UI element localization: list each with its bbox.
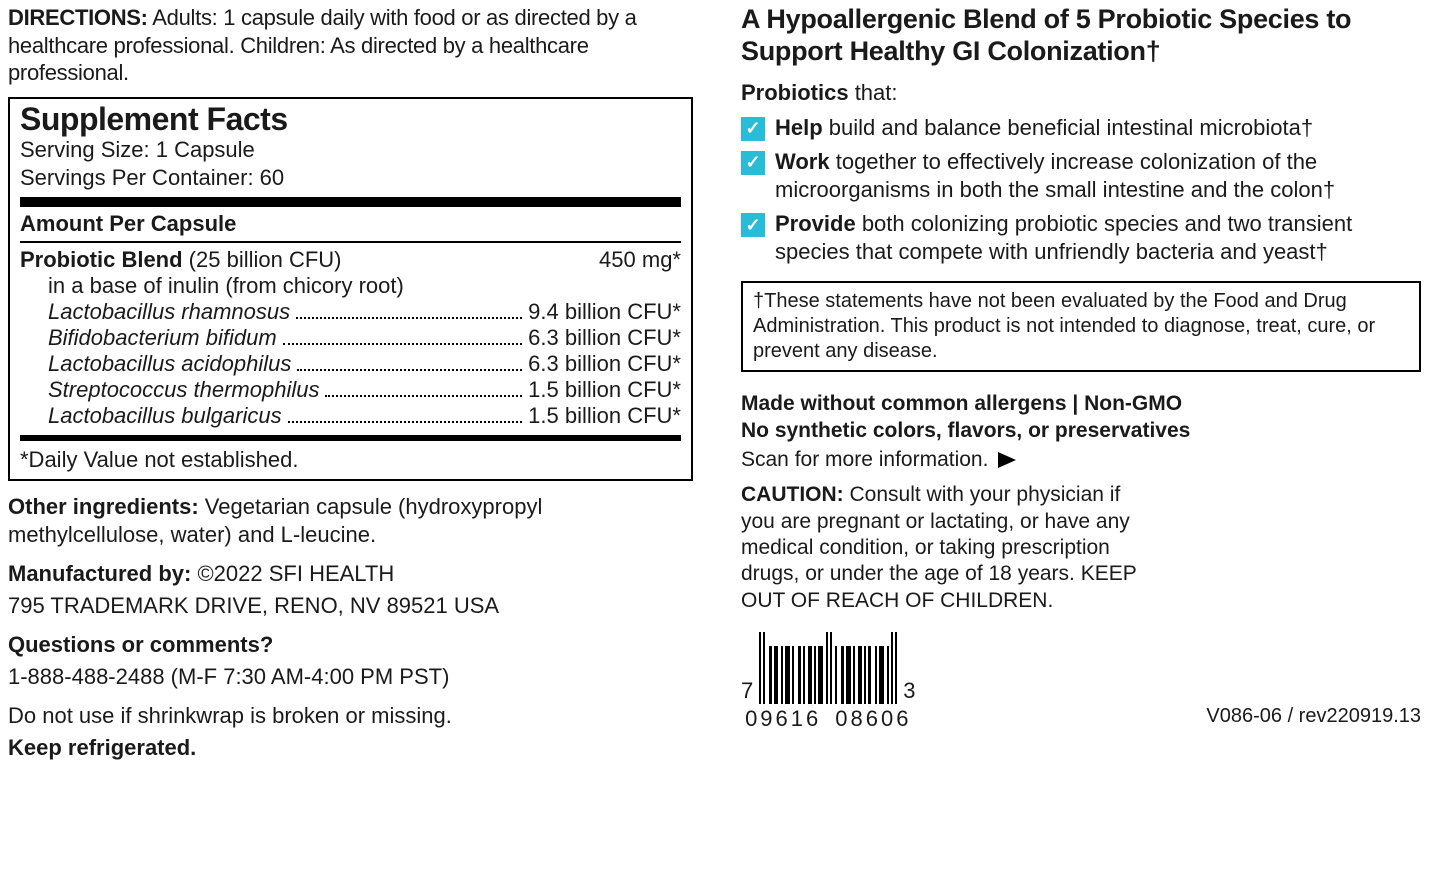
bullet-item: ✓ Provide both colonizing probiotic spec…	[741, 210, 1421, 266]
ingredient-value: 1.5 billion CFU*	[528, 403, 681, 429]
bullet-text: Work together to effectively increase co…	[775, 148, 1421, 204]
headline: A Hypoallergenic Blend of 5 Probiotic Sp…	[741, 4, 1421, 68]
ingredient-row: Streptococcus thermophilus 1.5 billion C…	[20, 377, 681, 403]
scan-row: Scan for more information.	[741, 448, 1421, 472]
checkmark-icon: ✓	[741, 151, 765, 175]
fda-disclaimer: †These statements have not been evaluate…	[741, 281, 1421, 372]
ingredient-row: Lactobacillus rhamnosus 9.4 billion CFU*	[20, 299, 681, 325]
ingredient-name: Lactobacillus bulgaricus	[48, 403, 282, 429]
ingredient-name: Lactobacillus rhamnosus	[48, 299, 290, 325]
barcode-digit-left: 7	[741, 678, 753, 704]
other-ingredients: Other ingredients: Vegetarian capsule (h…	[8, 493, 693, 548]
caution: CAUTION: Consult with your physician if …	[741, 482, 1141, 614]
blend-base: in a base of inulin (from chicory root)	[20, 273, 681, 299]
leader-dots	[325, 395, 522, 397]
leader-dots	[296, 317, 522, 319]
left-column: DIRECTIONS: Adults: 1 capsule daily with…	[8, 4, 693, 883]
manufactured-by: Manufactured by: ©2022 SFI HEALTH	[8, 560, 693, 588]
checkmark-icon: ✓	[741, 117, 765, 141]
bullet-text: Provide both colonizing probiotic specie…	[775, 210, 1421, 266]
triangle-right-icon	[998, 452, 1016, 468]
rule	[20, 241, 681, 243]
benefit-bullets: ✓ Help build and balance beneficial inte…	[741, 114, 1421, 267]
barcode-digit-right: 3	[903, 678, 915, 704]
ingredient-value: 9.4 billion CFU*	[528, 299, 681, 325]
mfg-body: ©2022 SFI HEALTH	[191, 561, 394, 586]
claim-line: Made without common allergens | Non-GMO	[741, 390, 1421, 417]
keep-refrigerated: Keep refrigerated.	[8, 734, 693, 762]
probiotic-blend-row: Probiotic Blend (25 billion CFU) 450 mg*	[20, 247, 681, 273]
barcode-bars	[759, 632, 897, 704]
blend-name: Probiotic Blend (25 billion CFU)	[20, 247, 342, 273]
ingredient-name: Bifidobacterium bifidum	[48, 325, 277, 351]
ingredient-row: Bifidobacterium bifidum 6.3 billion CFU*	[20, 325, 681, 351]
bullet-item: ✓ Help build and balance beneficial inte…	[741, 114, 1421, 142]
mfg-address: 795 TRADEMARK DRIVE, RENO, NV 89521 USA	[8, 592, 693, 620]
revision-code: V086-06 / rev220919.13	[1206, 705, 1421, 728]
checkmark-icon: ✓	[741, 213, 765, 237]
barcode: 7 3 0961608606	[741, 632, 916, 732]
servings-per-container: Servings Per Container: 60	[20, 164, 681, 192]
facts-title: Supplement Facts	[20, 103, 681, 137]
bullet-item: ✓ Work together to effectively increase …	[741, 148, 1421, 204]
rule	[20, 197, 681, 207]
ingredient-row: Lactobacillus acidophilus 6.3 billion CF…	[20, 351, 681, 377]
caution-label: CAUTION:	[741, 483, 844, 506]
probiotics-that: Probiotics that:	[741, 80, 1421, 106]
right-column: A Hypoallergenic Blend of 5 Probiotic Sp…	[741, 4, 1421, 883]
barcode-digits: 0961608606	[745, 706, 911, 732]
bottom-row: 7 3 0961608606 V086-06 / rev220919.13	[741, 632, 1421, 732]
bullet-text: Help build and balance beneficial intest…	[775, 114, 1313, 142]
scan-text: Scan for more information.	[741, 448, 988, 472]
shrinkwrap-warning: Do not use if shrinkwrap is broken or mi…	[8, 702, 693, 730]
ingredient-name: Streptococcus thermophilus	[48, 377, 319, 403]
allergen-claims: Made without common allergens | Non-GMO …	[741, 390, 1421, 445]
ingredient-value: 6.3 billion CFU*	[528, 325, 681, 351]
leader-dots	[297, 369, 522, 371]
blend-amount: 450 mg*	[599, 247, 681, 273]
leader-dots	[288, 421, 523, 423]
claim-line: No synthetic colors, flavors, or preserv…	[741, 417, 1421, 444]
directions: DIRECTIONS: Adults: 1 capsule daily with…	[8, 4, 693, 87]
serving-size: Serving Size: 1 Capsule	[20, 136, 681, 164]
rule	[20, 435, 681, 441]
mfg-label: Manufactured by:	[8, 561, 191, 586]
phone: 1-888-488-2488 (M-F 7:30 AM-4:00 PM PST)	[8, 663, 693, 691]
directions-label: DIRECTIONS:	[8, 5, 148, 30]
questions: Questions or comments?	[8, 631, 693, 659]
ingredient-value: 1.5 billion CFU*	[528, 377, 681, 403]
amount-per-capsule: Amount Per Capsule	[20, 211, 681, 237]
daily-value-note: *Daily Value not established.	[20, 445, 681, 473]
leader-dots	[283, 343, 522, 345]
ingredient-value: 6.3 billion CFU*	[528, 351, 681, 377]
ingredient-name: Lactobacillus acidophilus	[48, 351, 291, 377]
other-ingredients-label: Other ingredients:	[8, 494, 199, 519]
supplement-facts-panel: Supplement Facts Serving Size: 1 Capsule…	[8, 97, 693, 482]
ingredient-row: Lactobacillus bulgaricus 1.5 billion CFU…	[20, 403, 681, 429]
